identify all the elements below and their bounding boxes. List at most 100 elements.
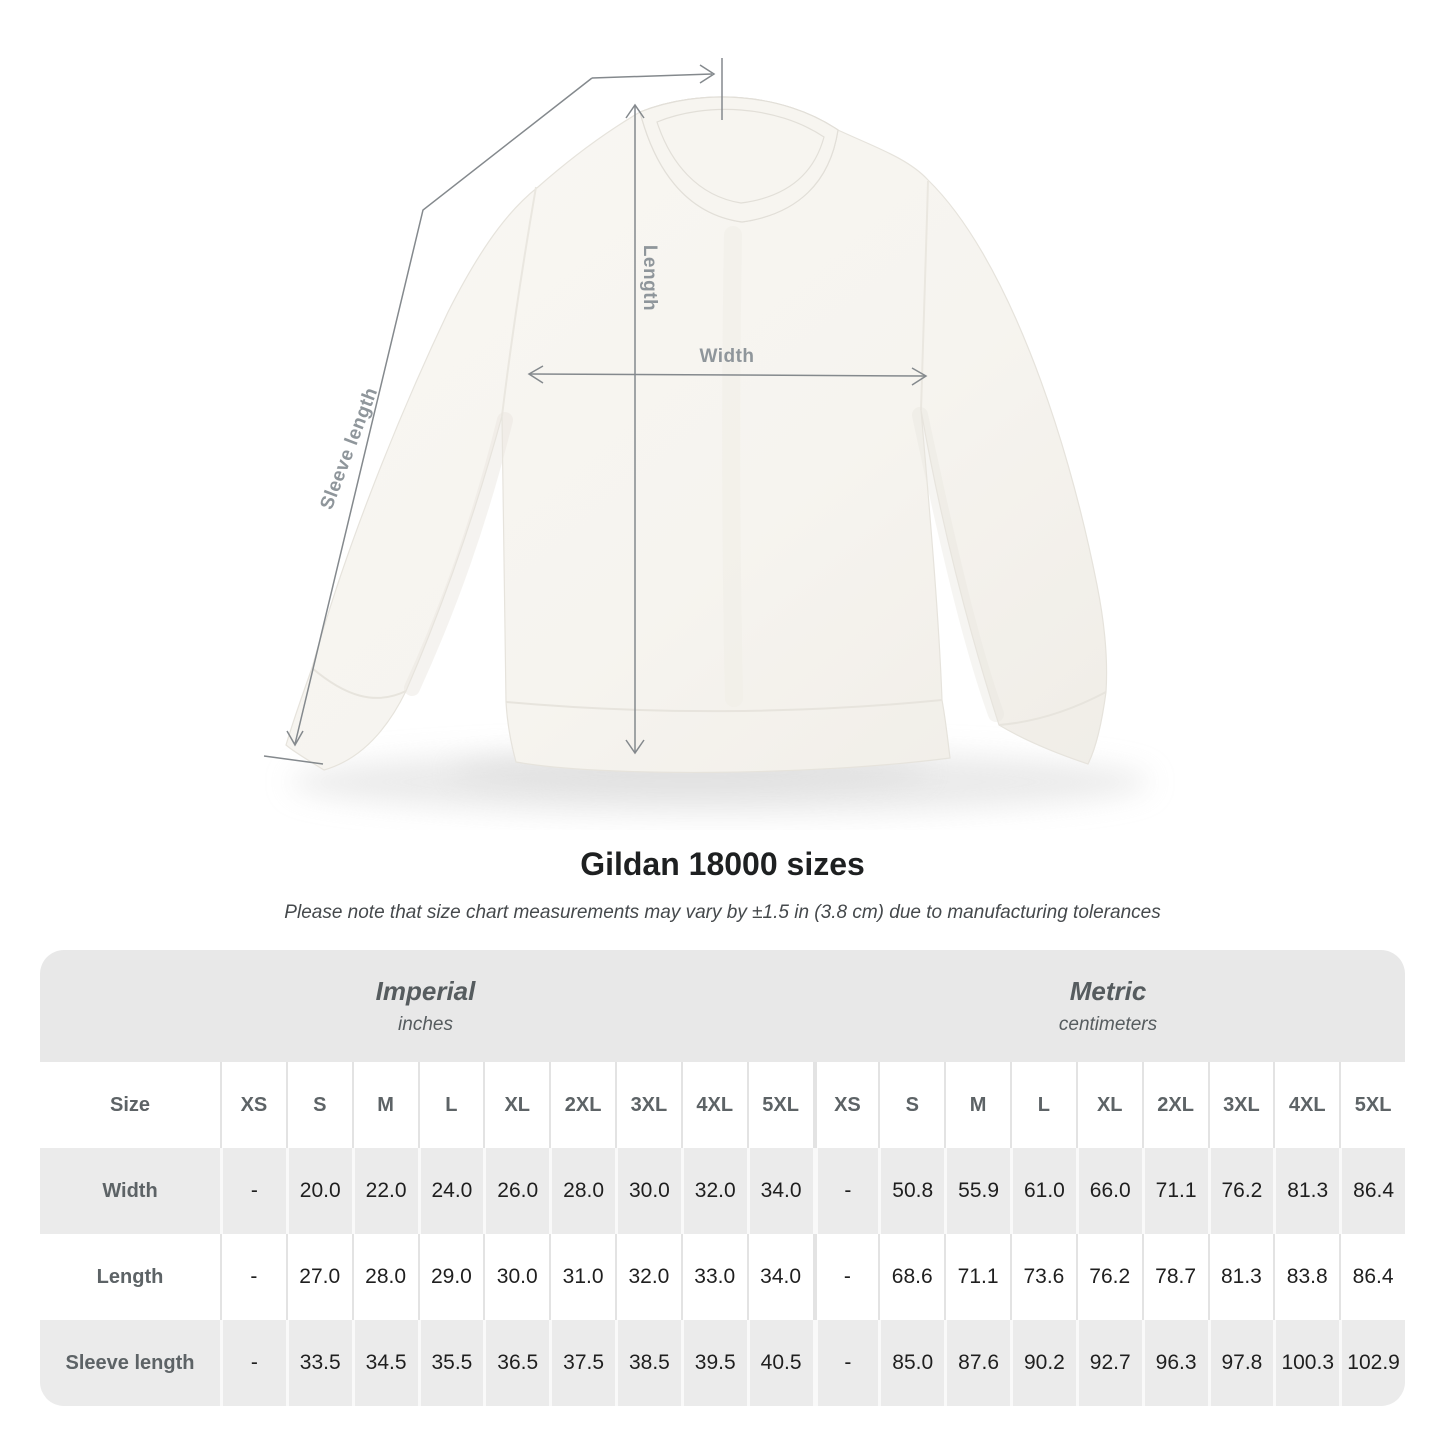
table-cell: 90.2 [1010,1320,1076,1406]
size-col-header: 2XL [549,1062,615,1148]
length-top-reference-line [591,58,723,120]
table-cell: - [812,1320,879,1406]
size-col-header: 4XL [1273,1062,1339,1148]
size-col-header: 4XL [680,1062,747,1148]
page-title: Gildan 18000 sizes [580,846,865,882]
table-cell: 68.6 [878,1234,944,1320]
metric-group-unit: centimeters [1058,1014,1158,1035]
table-cell: 81.3 [1207,1234,1274,1320]
table-cell: 81.3 [1273,1148,1339,1234]
table-cell: 78.7 [1141,1234,1208,1320]
table-cell: 28.0 [549,1148,615,1234]
size-col-header: 2XL [1141,1062,1208,1148]
table-cell: 87.6 [944,1320,1010,1406]
size-col-header: 5XL [746,1062,813,1148]
table-cell: 71.1 [944,1234,1010,1320]
table-cell: 37.5 [549,1320,615,1406]
size-col-header: S [285,1062,352,1148]
table-cell: 61.0 [1010,1148,1076,1234]
table-cell: 32.0 [680,1148,747,1234]
table-cell: 86.4 [1339,1148,1405,1234]
table-cell: - [220,1320,286,1406]
imperial-group-label: Imperial [375,976,476,1006]
table-cell: 92.7 [1075,1320,1142,1406]
size-col-header: 3XL [615,1062,681,1148]
table-row-length: Length - 27.0 28.0 29.0 30.0 31.0 32.0 3… [40,1234,1405,1320]
size-col-header: XS [220,1062,286,1148]
size-col-header: XL [1075,1062,1142,1148]
table-cell: 34.0 [746,1234,813,1320]
table-cell: 76.2 [1207,1148,1274,1234]
table-cell: 28.0 [351,1234,418,1320]
size-col-header: 5XL [1339,1062,1405,1148]
table-cell: - [220,1148,286,1234]
length-dimension-label: Length [639,245,660,311]
sweatshirt-diagram: Length Width Sleeve length [263,58,1150,814]
dimension-lines [263,58,928,765]
table-row-sleeve-length: Sleeve length - 33.5 34.5 35.5 36.5 37.5… [40,1320,1405,1406]
row-label: Width [102,1179,158,1202]
imperial-group-unit: inches [398,1014,453,1035]
table-cell: 35.5 [417,1320,484,1406]
table-cell: - [812,1234,879,1320]
size-col-header: M [351,1062,418,1148]
size-col-header: M [944,1062,1010,1148]
width-dimension-line [527,365,928,386]
table-cell: 86.4 [1339,1234,1405,1320]
table-cell: 96.3 [1141,1320,1208,1406]
table-cell: 83.8 [1273,1234,1339,1320]
table-cell: 30.0 [615,1148,681,1234]
table-cell: 29.0 [417,1234,484,1320]
width-dimension-label: Width [699,346,754,367]
table-cell: 100.3 [1273,1320,1339,1406]
metric-group-header: Metric centimeters [811,950,1405,1062]
size-col-header: S [878,1062,944,1148]
size-header-label: Size [109,1093,151,1116]
length-dimension-line [625,103,645,755]
collar-band [639,96,839,223]
size-col-header: XS [812,1062,879,1148]
unit-group-header: Imperial inches Metric centimeters [40,950,1405,1062]
table-cell: 40.5 [746,1320,813,1406]
row-label: Length [96,1265,164,1288]
table-cell: 30.0 [483,1234,549,1320]
table-cell: 38.5 [615,1320,681,1406]
table-cell: 76.2 [1075,1234,1142,1320]
table-cell: 33.0 [680,1234,747,1320]
table-cell: 97.8 [1207,1320,1274,1406]
table-cell: 31.0 [549,1234,615,1320]
table-cell: 27.0 [285,1234,352,1320]
table-cell: 39.5 [680,1320,747,1406]
size-col-header: L [417,1062,484,1148]
size-col-header: L [1010,1062,1076,1148]
table-cell: 66.0 [1075,1148,1142,1234]
table-cell: 85.0 [878,1320,944,1406]
table-cell: - [220,1234,286,1320]
size-header-row: Size XS S M L XL 2XL 3XL 4XL 5XL XS S M … [40,1062,1405,1148]
table-cell: 102.9 [1339,1320,1405,1406]
table-cell: 22.0 [351,1148,418,1234]
table-cell: 34.5 [351,1320,418,1406]
table-row-width: Width - 20.0 22.0 24.0 26.0 28.0 30.0 32… [40,1148,1405,1234]
sleeve-dimension-line [263,77,593,765]
metric-group-label: Metric [1069,976,1147,1006]
size-col-header: XL [483,1062,549,1148]
row-label: Sleeve length [65,1351,195,1374]
table-cell: 20.0 [285,1148,352,1234]
table-cell: 26.0 [483,1148,549,1234]
size-col-header: 3XL [1207,1062,1274,1148]
table-cell: 73.6 [1010,1234,1076,1320]
table-cell: 71.1 [1141,1148,1208,1234]
size-table: Imperial inches Metric centimeters Size … [40,950,1405,1406]
imperial-group-header: Imperial inches [40,950,811,1062]
table-cell: 32.0 [615,1234,681,1320]
table-cell: 55.9 [944,1148,1010,1234]
table-cell: 34.0 [746,1148,813,1234]
sweatshirt-illustration [285,96,1108,774]
table-cell: 36.5 [483,1320,549,1406]
table-cell: - [812,1148,879,1234]
tolerance-note: Please note that size chart measurements… [284,902,1161,923]
table-cell: 33.5 [285,1320,352,1406]
table-cell: 50.8 [878,1148,944,1234]
